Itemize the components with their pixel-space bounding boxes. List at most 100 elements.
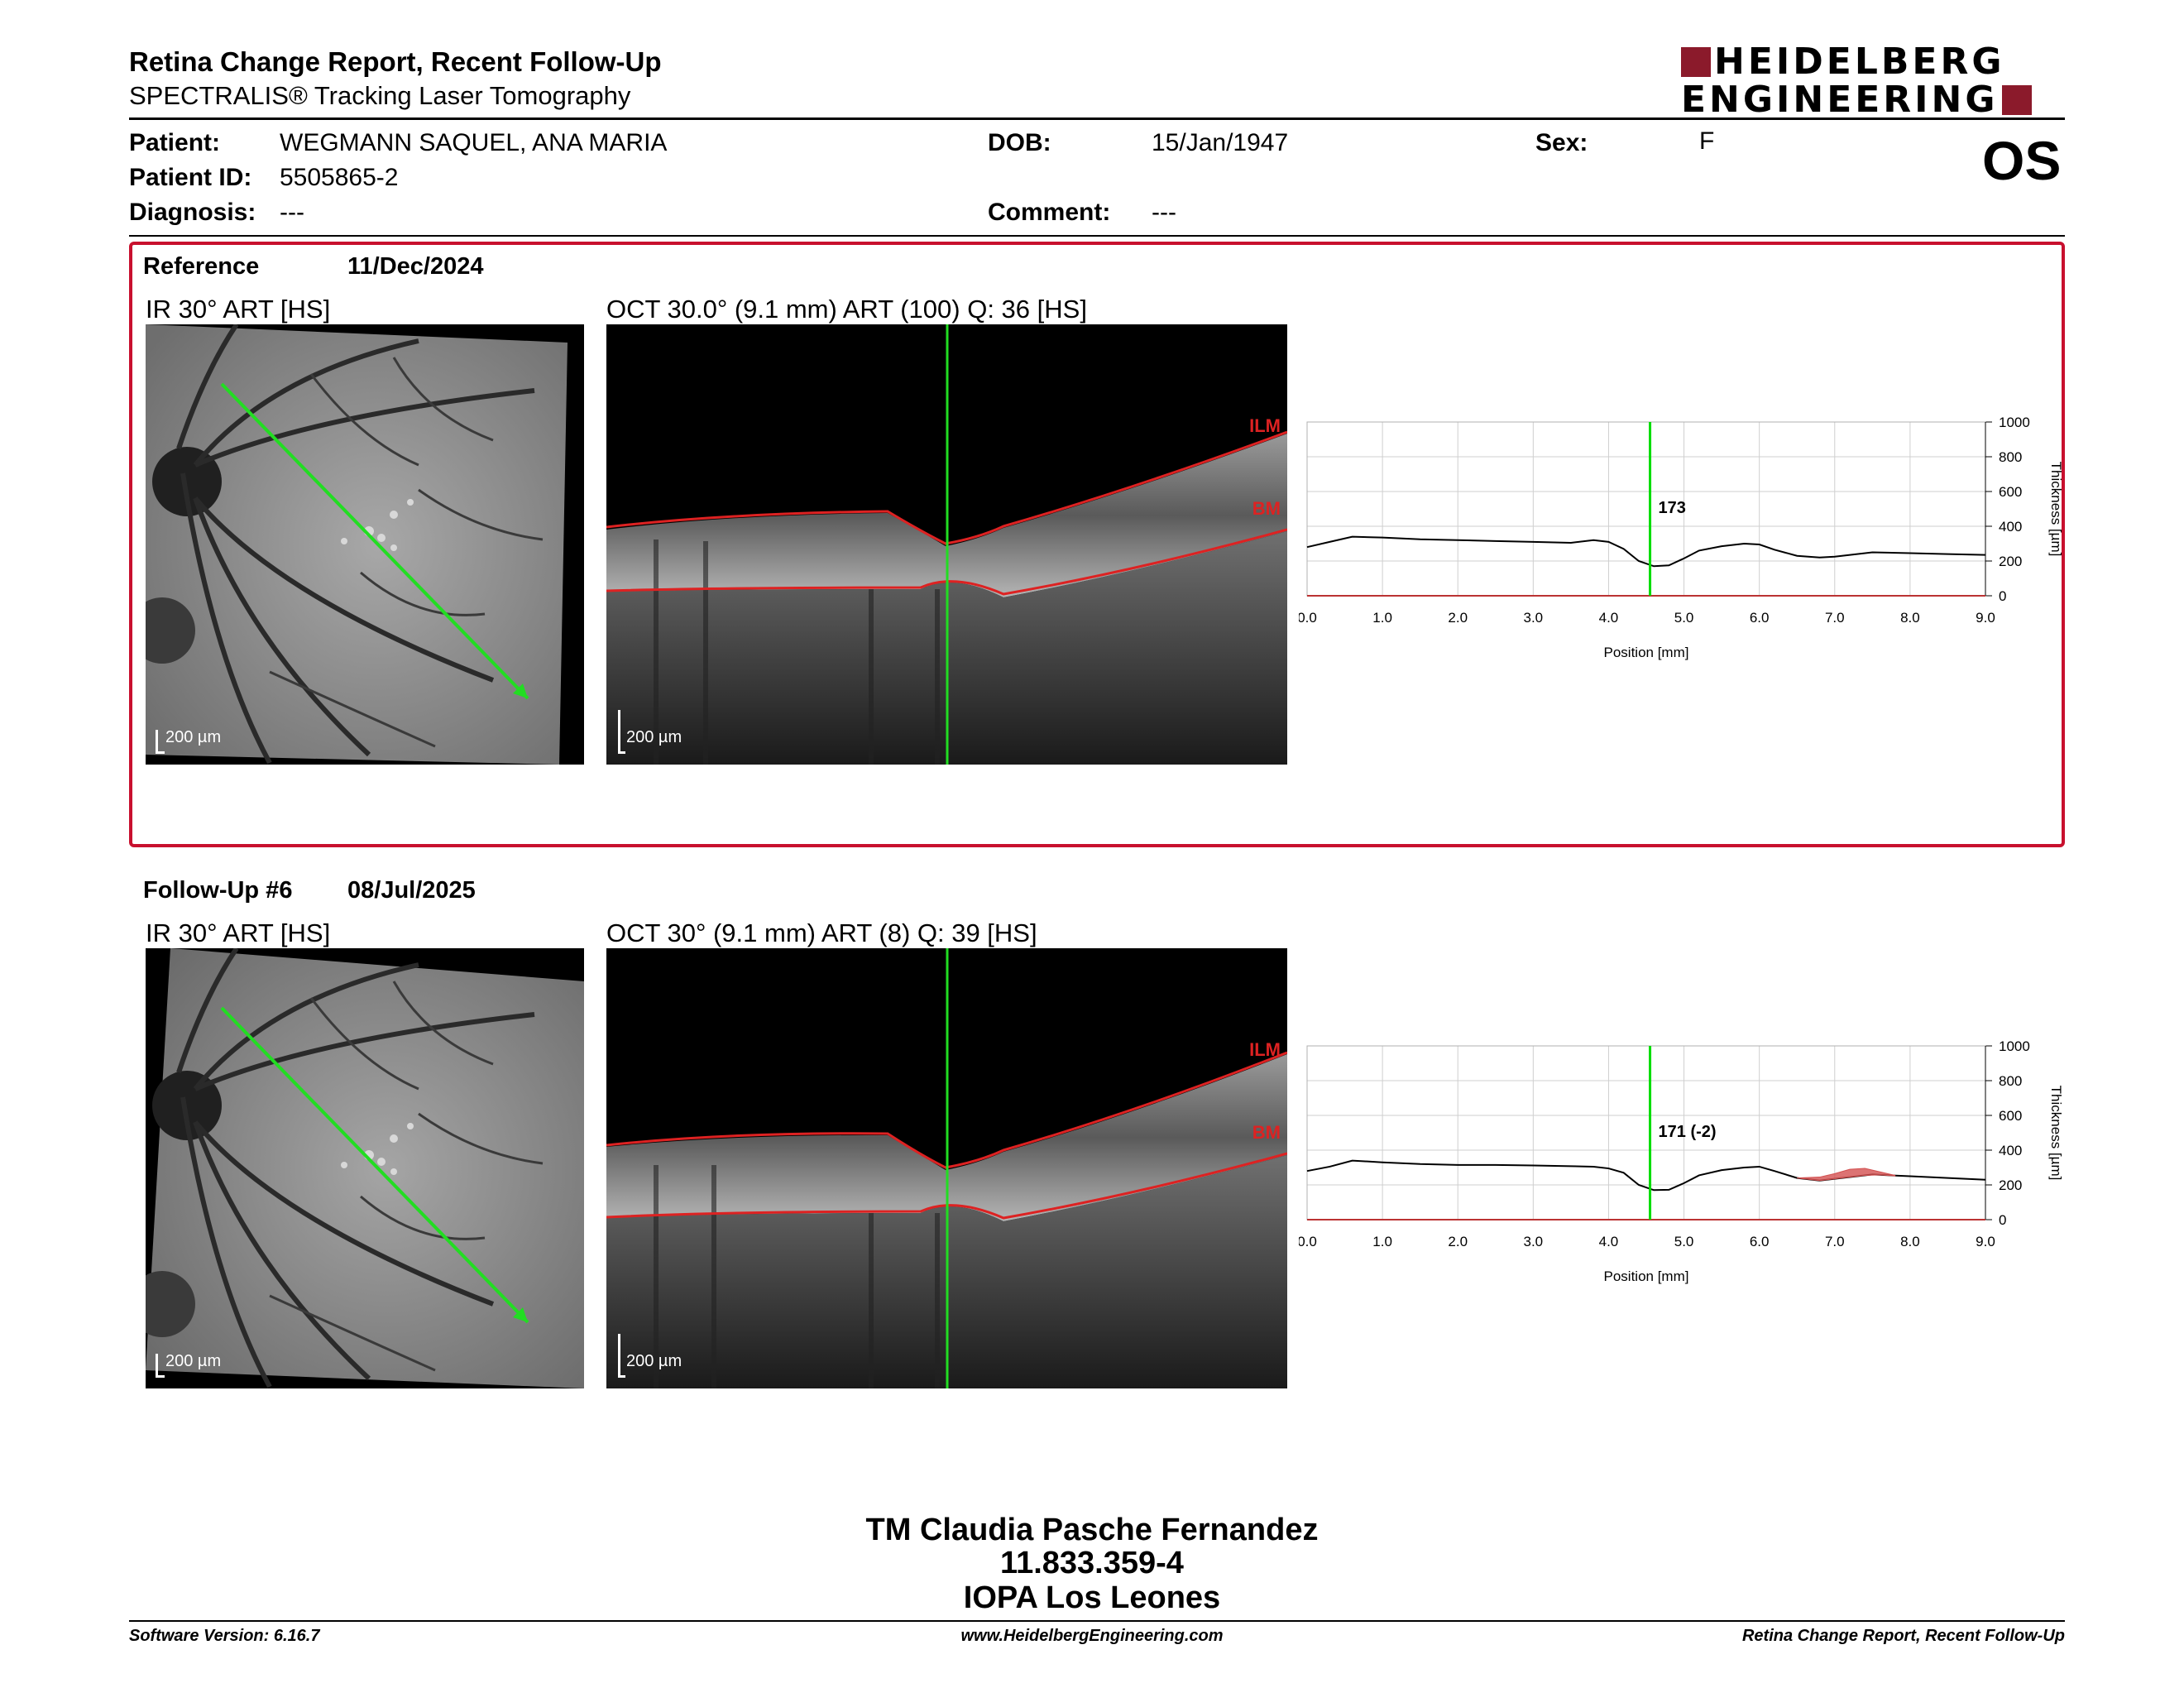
thickness-line bbox=[1306, 535, 1986, 568]
x-axis-label: Position [mm] bbox=[1604, 645, 1689, 660]
x-tick-label: 5.0 bbox=[1674, 1234, 1694, 1249]
cursor-value-label: 171 (-2) bbox=[1659, 1123, 1717, 1141]
reference-chart-svg: 0.0 1.0 2.0 3.0 4.0 5.0 6.0 7.0 8.0 9.00 200 400 600… bbox=[1297, 415, 2064, 660]
followup-oct-svg bbox=[606, 948, 1287, 1388]
y-tick-label: 0 bbox=[1999, 1212, 2006, 1228]
patient-name: WEGMANN SAQUEL, ANA MARIA bbox=[280, 129, 668, 156]
thickness-change-area bbox=[1797, 1168, 1896, 1182]
followup-oct-caption: OCT 30° (9.1 mm) ART (8) Q: 39 [HS] bbox=[606, 918, 1037, 947]
report-title: Retina Change Report, Recent Follow-Up bbox=[129, 46, 662, 77]
x-tick-label: 7.0 bbox=[1825, 1234, 1845, 1249]
followup-oct-scale-bar bbox=[618, 1334, 625, 1378]
reference-oct-svg bbox=[606, 324, 1287, 765]
reference-ir-scale-label: 200 µm bbox=[165, 728, 222, 746]
followup-ir-scale-label: 200 µm bbox=[165, 1352, 222, 1370]
followup-chart-svg: 0.0 1.0 2.0 3.0 4.0 5.0 6.0 7.0 8.0 9.0 0 200 400 600… bbox=[1297, 1038, 2064, 1284]
sex-label: Sex: bbox=[1535, 129, 1588, 156]
logo-word-heidelberg: HEIDELBERG bbox=[1714, 41, 2005, 83]
x-tick-label: 6.0 bbox=[1750, 610, 1770, 626]
reference-label: Reference bbox=[143, 253, 260, 280]
cursor-value-label: 173 bbox=[1659, 499, 1686, 517]
x-tick-label: 0.0 bbox=[1299, 1234, 1317, 1249]
x-tick-label: 0.0 bbox=[1299, 610, 1317, 626]
x-tick-label: 8.0 bbox=[1900, 610, 1920, 626]
report-subtitle: SPECTRALIS® Tracking Laser Tomography bbox=[129, 81, 631, 110]
logo-row-1: HEIDELBERG bbox=[1681, 41, 2065, 83]
y-tick-label: 400 bbox=[1999, 1143, 2022, 1158]
followup-ir-scale-bar bbox=[156, 1354, 165, 1378]
patient-divider bbox=[129, 235, 2065, 237]
followup-label: Follow-Up #6 bbox=[143, 877, 293, 904]
y-tick-label: 0 bbox=[1999, 588, 2006, 604]
followup-ilm-label: ILM bbox=[1249, 1039, 1281, 1060]
comment-label: Comment: bbox=[988, 199, 1111, 226]
followup-fundus-svg bbox=[146, 948, 584, 1388]
x-tick-label: 4.0 bbox=[1599, 1234, 1619, 1249]
logo-row-2: ENGINEERING bbox=[1681, 79, 2065, 121]
signature-id: 11.833.359-4 bbox=[1000, 1546, 1184, 1580]
x-tick-label: 3.0 bbox=[1524, 1234, 1544, 1249]
footer-report-name: Retina Change Report, Recent Follow-Up bbox=[1741, 1627, 2065, 1645]
reference-date: 11/Dec/2024 bbox=[347, 253, 484, 280]
reference-frame bbox=[129, 242, 2065, 847]
reference-oct-image: ILM BM 200 µm bbox=[606, 324, 1287, 765]
x-tick-label: 3.0 bbox=[1524, 610, 1544, 626]
y-tick-label: 600 bbox=[1999, 1108, 2022, 1124]
followup-ir-caption: IR 30° ART [HS] bbox=[146, 918, 331, 947]
dob-label: DOB: bbox=[988, 129, 1051, 156]
sex-value: F bbox=[1699, 127, 1715, 155]
heidelberg-logo: HEIDELBERG ENGINEERING bbox=[1681, 41, 2065, 121]
dob-value: 15/Jan/1947 bbox=[1152, 129, 1289, 156]
x-tick-label: 1.0 bbox=[1372, 610, 1392, 626]
x-tick-label: 9.0 bbox=[1976, 610, 1995, 626]
x-tick-label: 5.0 bbox=[1674, 610, 1694, 626]
x-tick-label: 8.0 bbox=[1900, 1234, 1920, 1249]
logo-square-right bbox=[2001, 85, 2032, 115]
x-tick-label: 2.0 bbox=[1448, 610, 1468, 626]
x-tick-label: 9.0 bbox=[1976, 1234, 1995, 1249]
y-tick-label: 200 bbox=[1999, 1177, 2022, 1193]
x-tick-label: 4.0 bbox=[1599, 610, 1619, 626]
software-version: Software Version: 6.16.7 bbox=[129, 1627, 320, 1645]
followup-oct-scale-label: 200 µm bbox=[626, 1352, 682, 1370]
y-tick-label: 800 bbox=[1999, 1073, 2022, 1089]
y-tick-label: 600 bbox=[1999, 484, 2022, 500]
logo-square-left bbox=[1681, 47, 1711, 77]
followup-ir-image: 200 µm bbox=[146, 948, 584, 1388]
y-tick-label: 200 bbox=[1999, 554, 2022, 569]
reference-oct-caption: OCT 30.0° (9.1 mm) ART (100) Q: 36 [HS] bbox=[606, 295, 1087, 324]
y-tick-label: 1000 bbox=[1999, 1038, 2030, 1054]
x-tick-label: 7.0 bbox=[1825, 610, 1845, 626]
y-tick-label: 400 bbox=[1999, 519, 2022, 535]
followup-date: 08/Jul/2025 bbox=[347, 877, 476, 904]
plot-frame bbox=[1306, 421, 1986, 597]
reference-thickness-chart: 0.0 1.0 2.0 3.0 4.0 5.0 6.0 7.0 8.0 9.0 0 200 400 600… bbox=[1297, 405, 2076, 679]
signature-place: IOPA Los Leones bbox=[963, 1580, 1221, 1615]
eye-side: OS bbox=[1982, 130, 2062, 191]
x-axis-label: Position [mm] bbox=[1604, 1268, 1689, 1284]
reference-fundus-svg bbox=[146, 324, 568, 765]
reference-oct-scale-label: 200 µm bbox=[626, 728, 682, 746]
patient-id-label: Patient ID: bbox=[129, 164, 252, 191]
y-axis-label: Thickness [µm] bbox=[2048, 1086, 2064, 1181]
diagnosis-value: --- bbox=[280, 199, 304, 226]
plot-frame bbox=[1306, 1045, 1986, 1220]
logo-word-engineering: ENGINEERING bbox=[1681, 79, 1999, 121]
followup-bm-label: BM bbox=[1252, 1122, 1281, 1143]
comment-value: --- bbox=[1152, 199, 1176, 226]
reference-oct-scale-bar bbox=[618, 710, 625, 754]
reference-ir-scale-bar bbox=[156, 730, 165, 754]
diagnosis-label: Diagnosis: bbox=[129, 199, 256, 226]
y-tick-label: 1000 bbox=[1999, 415, 2030, 430]
x-tick-label: 1.0 bbox=[1372, 1234, 1392, 1249]
footer-divider bbox=[129, 1620, 2065, 1622]
website-link[interactable]: www.HeidelbergEngineering.com bbox=[960, 1627, 1224, 1645]
reference-bm-label: BM bbox=[1252, 498, 1281, 519]
reference-ilm-label: ILM bbox=[1249, 415, 1281, 436]
patient-id: 5505865-2 bbox=[280, 164, 399, 191]
followup-oct-image: ILM BM 200 µm bbox=[606, 948, 1287, 1388]
x-tick-label: 2.0 bbox=[1448, 1234, 1468, 1249]
y-tick-label: 800 bbox=[1999, 449, 2022, 465]
patient-name-label: Patient: bbox=[129, 129, 221, 156]
reference-ir-caption: IR 30° ART [HS] bbox=[146, 295, 331, 324]
